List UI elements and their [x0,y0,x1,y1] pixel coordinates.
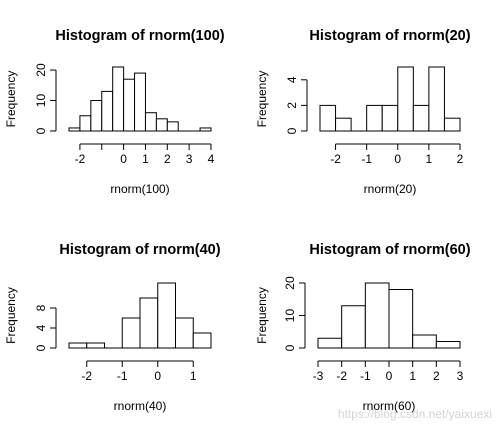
x-tick-label: -1 [361,152,372,166]
histogram-bar [112,66,125,132]
x-tick-label: 1 [142,152,149,166]
histogram-panel-4: Histogram of rnorm(60) -3 -2 -1 0 1 2 3 0 10 20 rno… [255,242,471,413]
x-tick-label: 0 [394,152,401,166]
y-axis-label: Frequency [4,287,18,344]
histogram-bar [412,104,430,132]
histogram-panel-2: Histogram of rnorm(20) -2 -1 0 1 2 0 2 4 rnorm(20… [255,28,471,196]
histogram-bar [121,317,141,349]
histogram-bar [79,115,92,132]
x-tick-label: 1 [190,369,197,383]
x-axis-label: rnorm(60) [363,399,416,413]
y-tick-label: 0 [34,344,48,351]
y-axis-label: Frequency [255,71,269,128]
histogram-bar [166,121,179,132]
histogram-bar [86,342,105,349]
histogram-bar [412,334,437,349]
x-tick-label: -3 [313,369,324,383]
y-tick-label: 10 [283,309,297,323]
histogram-bar [157,282,176,349]
y-tick-label: 2 [285,102,299,109]
chart-title: Histogram of rnorm(20) [309,28,470,44]
y-tick-label: 4 [285,76,299,83]
histogram-bar [144,112,157,132]
y-axis-label: Frequency [255,287,269,344]
x-axis-label: rnorm(100) [110,182,169,196]
histogram-bar [443,117,461,132]
histogram-bar [101,90,114,132]
histogram-bar [90,100,103,132]
histogram-bar [364,282,390,349]
histogram-bar [388,289,414,349]
histogram-bar [192,332,212,349]
x-tick-label: 3 [457,369,464,383]
histogram-bar [317,337,343,349]
x-tick-label: 4 [208,152,215,166]
x-tick-label: -2 [336,369,347,383]
x-tick-label: 1 [426,152,433,166]
x-tick-label: 2 [457,152,464,166]
x-tick-label: -2 [81,369,92,383]
y-tick-label: 0 [283,344,297,351]
x-tick-label: 1 [409,369,416,383]
y-tick-label: 0 [285,127,299,134]
x-tick-label: 3 [186,152,193,166]
histogram-bar [341,305,366,349]
y-tick-label: 20 [283,276,297,290]
chart-title: Histogram of rnorm(100) [55,28,224,44]
histogram-bar [319,104,337,132]
x-tick-label: 0 [154,369,161,383]
histogram-bar [381,104,399,132]
x-tick-label: 2 [164,152,171,166]
chart-title: Histogram of rnorm(60) [309,242,470,258]
x-tick-label: 0 [120,152,127,166]
histogram-bar [155,118,168,132]
histogram-bar [134,72,146,132]
y-tick-label: 10 [34,94,48,108]
x-axis-label: rnorm(20) [364,182,417,196]
y-tick-label: 0 [34,127,48,134]
y-tick-label: 4 [34,324,48,331]
histogram-bar [397,66,414,132]
x-tick-label: -2 [330,152,341,166]
histogram-bar [68,342,88,349]
histogram-bar [435,341,461,349]
x-tick-label: 0 [386,369,393,383]
watermark-text: https://blog.csdn.net/yaixuexi [337,407,492,421]
x-tick-label: -2 [75,152,86,166]
x-tick-label: -1 [117,369,128,383]
y-axis-label: Frequency [4,71,18,128]
histogram-bar [366,104,383,132]
histogram-bar [175,317,194,349]
chart-title: Histogram of rnorm(40) [59,242,220,258]
histogram-bar [139,297,159,349]
x-axis-label: rnorm(40) [114,399,167,413]
histogram-bar [123,78,136,132]
y-tick-label: 20 [34,63,48,77]
x-tick-label: 2 [433,369,440,383]
histogram-bar [428,66,445,132]
x-tick-label: -1 [360,369,371,383]
y-tick-label: 8 [34,304,48,311]
histogram-panel-1: Histogram of rnorm(100) -2 0 1 2 3 4 0 10 20 rnorm… [4,28,225,196]
histogram-panel-3: Histogram of rnorm(40) -2 -1 0 1 0 4 8 rnorm(40)… [4,242,221,413]
histogram-bar [335,117,352,132]
